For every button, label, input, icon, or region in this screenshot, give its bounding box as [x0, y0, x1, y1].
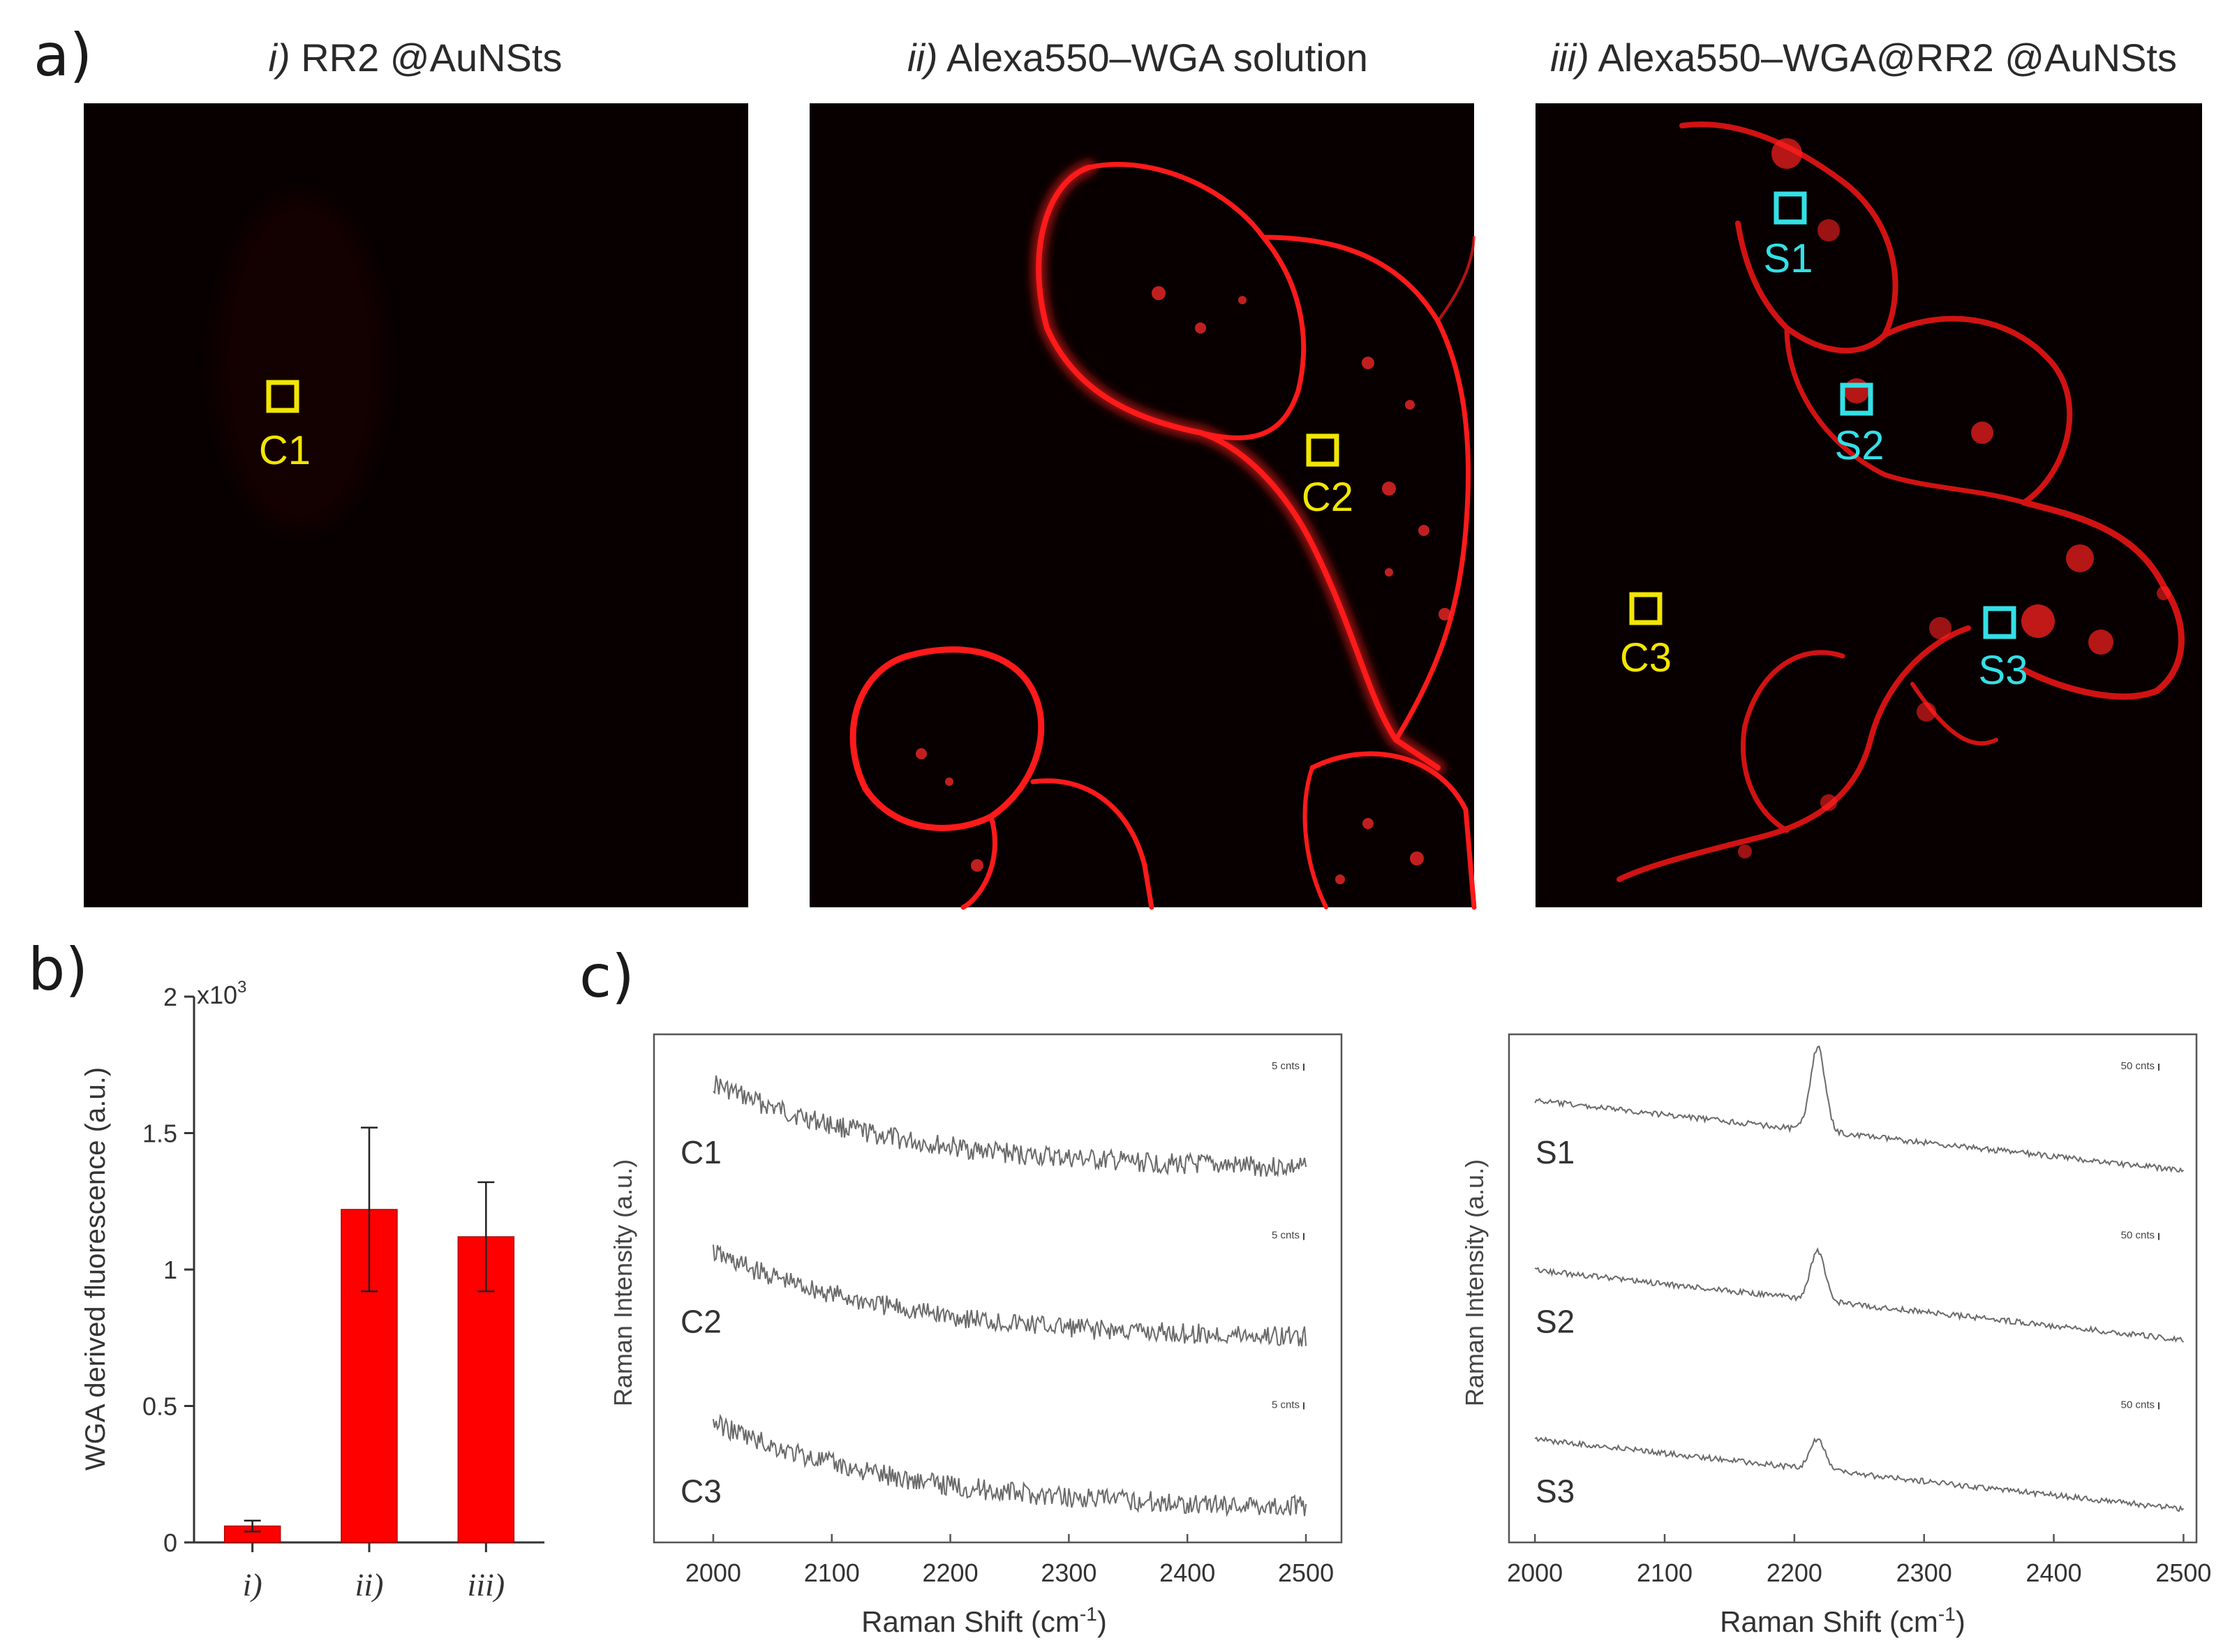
bar-chart-y-tick-label: 1.5 [142, 1119, 177, 1148]
raman-trace-c2 [712, 1244, 1307, 1347]
raman-trace-s3 [1534, 1436, 2185, 1512]
bar-chart-y-tick-label: 1 [163, 1256, 177, 1284]
raman-trace-c1 [713, 1075, 1307, 1177]
marker-s2-label: S2 [1835, 423, 1884, 468]
marker-s2-box [1840, 382, 1873, 416]
micrograph-iii: S1 S2 C3 S3 [1536, 103, 2202, 907]
raman-trace-s2 [1534, 1247, 2185, 1343]
micrograph-title-2: ii) Alexa550–WGA solution [806, 35, 1469, 80]
marker-s1-box [1774, 191, 1807, 225]
raman-x-tick-label: 2500 [2155, 1558, 2211, 1587]
micrograph-title-1: i) RR2 @AuNSts [84, 35, 747, 80]
bar-chart-category-label: iii) [467, 1567, 505, 1602]
micrograph-title-3-text: Alexa550–WGA@RR2 @AuNSts [1598, 36, 2177, 80]
raman-scale-label: 5 cnts [1272, 1399, 1300, 1411]
raman-x-tick-label: 2000 [685, 1558, 741, 1587]
micrograph-title-2-text: Alexa550–WGA solution [946, 36, 1368, 80]
bar-chart-y-label: WGA derived fluorescence (a.u.) [80, 1067, 111, 1471]
raman-x-tick-label: 2100 [804, 1558, 860, 1587]
raman-x-tick-label: 2300 [1896, 1558, 1952, 1587]
raman-series-label: C1 [681, 1134, 722, 1170]
micrograph-title-1-roman: i) [268, 36, 290, 80]
bar-chart-y-tick-label: 2 [163, 983, 177, 1011]
raman-series-label: C3 [681, 1473, 722, 1509]
panel-label-a: a) [34, 21, 93, 89]
micrograph-ii: C2 [810, 103, 1477, 910]
bar-chart-category-label: ii) [355, 1567, 384, 1602]
raman-series-label: S1 [1536, 1134, 1575, 1170]
raman-scale-label: 50 cnts [2121, 1399, 2155, 1411]
raman-chart-s-frame [1508, 1033, 2198, 1544]
raman-trace-c3 [712, 1413, 1307, 1518]
raman-chart-s-y-label: Raman Intensity (a.u.) [1460, 1159, 1489, 1406]
bar-chart: x103 WGA derived fluorescence (a.u.) 0 0.… [80, 978, 544, 1602]
raman-scale-label: 5 cnts [1272, 1230, 1300, 1242]
raman-chart-c: Raman Intensity (a.u.) Raman Shift (cm-1… [609, 1033, 1343, 1638]
raman-trace-s1 [1534, 1045, 2185, 1173]
bar-chart-y-tick-label: 0 [163, 1528, 177, 1557]
panel-label-b: b) [28, 935, 89, 1004]
marker-c1-box [266, 380, 299, 413]
marker-s3-box [1983, 606, 2016, 639]
micrograph-title-2-roman: ii) [907, 36, 938, 80]
raman-chart-s: Raman Intensity (a.u.) Raman Shift (cm-1… [1460, 1033, 2211, 1638]
raman-x-tick-label: 2500 [1278, 1558, 1334, 1587]
raman-x-tick-label: 2200 [1767, 1558, 1822, 1587]
marker-c2-box [1306, 433, 1339, 467]
panel-label-c: c) [579, 942, 634, 1011]
bar-chart-y-tick-label: 0.5 [142, 1392, 177, 1421]
raman-scale-label: 5 cnts [1272, 1060, 1300, 1072]
marker-c3-box [1629, 592, 1663, 625]
raman-x-tick-label: 2300 [1041, 1558, 1096, 1587]
raman-x-tick-label: 2000 [1507, 1558, 1563, 1587]
raman-series-label: C2 [681, 1304, 722, 1340]
marker-s1-label: S1 [1764, 236, 1813, 281]
micrograph-title-1-text: RR2 @AuNSts [301, 36, 563, 80]
micrograph-i: C1 [84, 103, 748, 907]
raman-scale-label: 50 cnts [2121, 1060, 2155, 1072]
raman-series-label: S3 [1536, 1473, 1575, 1509]
marker-c2-label: C2 [1302, 475, 1353, 520]
raman-x-tick-label: 2100 [1637, 1558, 1693, 1587]
micrograph-title-3-roman: iii) [1549, 36, 1589, 80]
marker-s3-label: S3 [1979, 648, 2028, 693]
bar-chart-category-label: i) [243, 1567, 262, 1602]
raman-chart-c-frame [653, 1033, 1343, 1544]
raman-x-tick-label: 2400 [2026, 1558, 2082, 1587]
marker-c3-label: C3 [1620, 635, 1672, 680]
raman-x-tick-label: 2400 [1159, 1558, 1215, 1587]
raman-chart-c-y-label: Raman Intensity (a.u.) [609, 1159, 637, 1406]
raman-chart-c-x-label: Raman Shift (cm-1) [861, 1603, 1107, 1638]
raman-scale-label: 50 cnts [2121, 1230, 2155, 1242]
raman-series-label: S2 [1536, 1304, 1575, 1340]
raman-chart-s-x-label: Raman Shift (cm-1) [1720, 1603, 1965, 1638]
raman-x-tick-label: 2200 [923, 1558, 979, 1587]
bar-chart-multiplier: x103 [197, 978, 246, 1009]
micrograph-title-3: iii) Alexa550–WGA@RR2 @AuNSts [1525, 35, 2202, 80]
marker-c1-label: C1 [259, 428, 311, 473]
